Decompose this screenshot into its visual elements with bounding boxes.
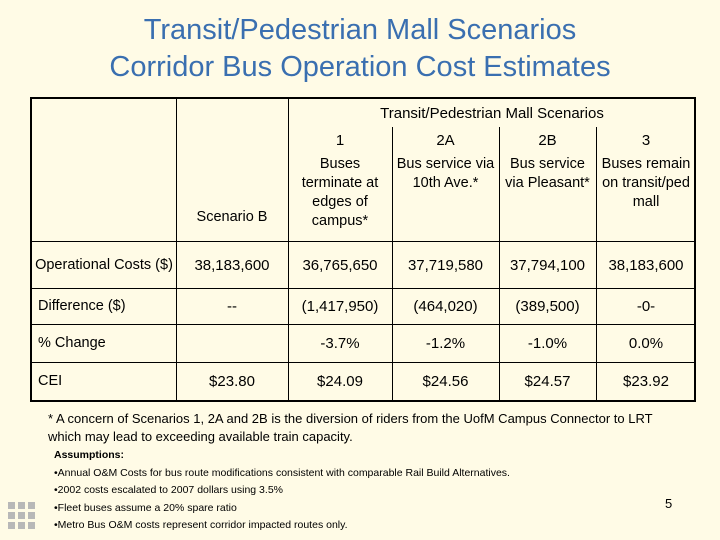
assumption-item: •Fleet buses assume a 20% spare ratio — [54, 501, 237, 514]
col-divider — [596, 127, 597, 400]
row-label-operational-costs: Operational Costs ($) — [35, 256, 173, 273]
row-divider — [32, 288, 694, 289]
col-divider — [176, 99, 177, 400]
page-number: 5 — [665, 496, 673, 511]
title-line-2: Corridor Bus Operation Cost Estimates — [109, 51, 611, 83]
table-cell: (389,500) — [515, 298, 580, 315]
col-divider — [288, 99, 289, 400]
assumption-item: •Metro Bus O&M costs represent corridor … — [54, 519, 348, 532]
col-number-1: 1 — [335, 131, 345, 149]
table-cell: $23.80 — [209, 373, 255, 390]
table-cell — [176, 325, 288, 362]
table-cell: (464,020) — [413, 298, 478, 315]
table-cell: -3.7% — [320, 335, 360, 352]
row-label-cei: CEI — [38, 373, 63, 389]
col-divider — [392, 127, 393, 400]
row-divider — [32, 241, 694, 242]
assumption-item: •2002 costs escalated to 2007 dollars us… — [54, 484, 283, 497]
table-cell: 38,183,600 — [194, 256, 270, 274]
table-cell: 36,765,650 — [302, 256, 378, 274]
title-line-1: Transit/Pedestrian Mall Scenarios — [143, 14, 577, 46]
table-cell: (1,417,950) — [301, 298, 379, 315]
col-number-3: 3 — [641, 131, 651, 149]
assumptions-heading: Assumptions: — [54, 449, 125, 461]
slide-title: Transit/Pedestrian Mall Scenarios Corrid… — [0, 12, 720, 86]
row-divider — [32, 324, 694, 325]
table-cell: $24.09 — [317, 373, 363, 390]
group-header: Transit/Pedestrian Mall Scenarios — [380, 104, 604, 122]
table-cell: 37,794,100 — [509, 256, 586, 274]
table-cell: -- — [227, 298, 237, 315]
table-cell: -1.0% — [527, 335, 568, 352]
table-cell: $24.56 — [422, 373, 469, 390]
col-description-1: Buses terminate at edges of campus* — [301, 156, 379, 229]
assumptions-list: Assumptions: •Annual O&M Costs for bus r… — [54, 447, 654, 535]
row-label-pct-change: % Change — [38, 335, 106, 351]
assumption-item: •Annual O&M Costs for bus route modifica… — [54, 466, 510, 479]
col-description-2b: Bus service via Pleasant* — [505, 156, 590, 191]
col-number-2b: 2B — [538, 131, 557, 149]
table-cell: 0.0% — [628, 335, 664, 352]
col-number-2a: 2A — [436, 131, 455, 149]
footnote: * A concern of Scenarios 1, 2A and 2B is… — [48, 411, 653, 444]
col-description-2a: Bus service via 10th Ave.* — [396, 156, 495, 191]
cost-table: Transit/Pedestrian Mall Scenarios 1 2A 2… — [30, 97, 696, 402]
table-cell: $24.57 — [524, 373, 571, 390]
table-cell: 38,183,600 — [608, 256, 684, 274]
col-divider — [499, 127, 500, 400]
row-label-difference: Difference ($) — [38, 298, 126, 314]
col-description-3: Buses remain on transit/ped mall — [601, 156, 691, 210]
table-cell: -1.2% — [425, 335, 466, 352]
scenario-b-label: Scenario B — [196, 208, 268, 225]
logo-icon — [8, 502, 35, 529]
row-divider — [32, 362, 694, 363]
table-cell: -0- — [636, 298, 656, 315]
table-cell: 37,719,580 — [407, 256, 484, 274]
table-cell: $23.92 — [623, 373, 669, 390]
